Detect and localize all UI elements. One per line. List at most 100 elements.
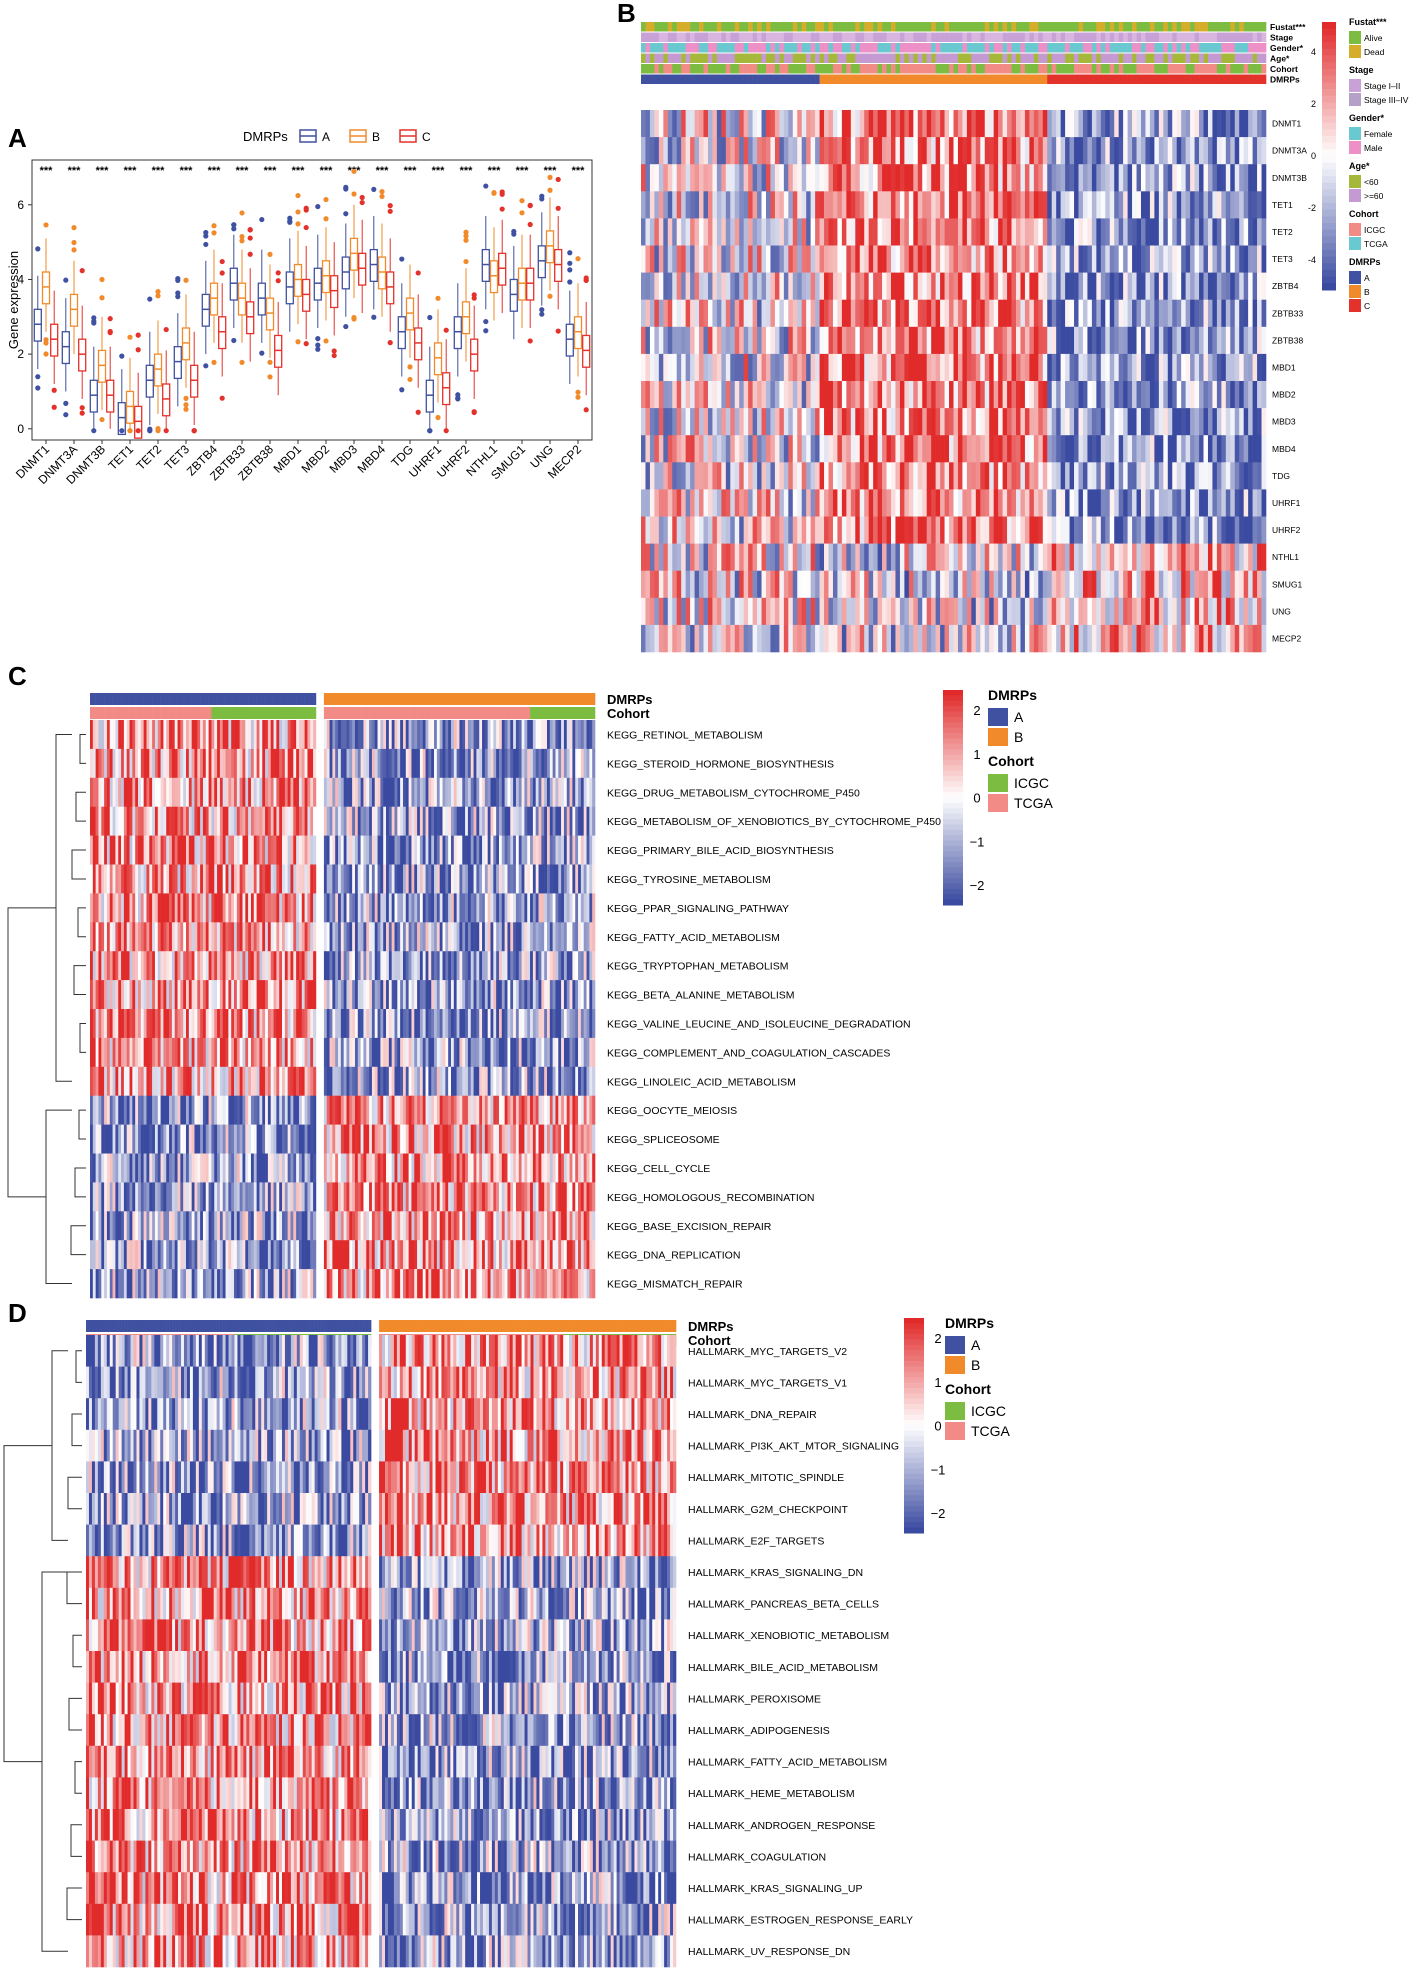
- annotation-cell: [419, 693, 424, 705]
- heat-cell: [121, 806, 125, 836]
- heat-cell: [774, 597, 780, 626]
- heat-cell: [716, 408, 722, 436]
- heat-cell: [806, 272, 811, 300]
- heat-cell: [1136, 164, 1142, 192]
- outlier: [343, 211, 349, 217]
- heat-cell: [998, 381, 1003, 409]
- heat-cell: [1029, 353, 1035, 382]
- heat-cell: [645, 516, 651, 544]
- heat-cell: [984, 624, 990, 653]
- heat-cell: [873, 191, 878, 219]
- heat-cell: [743, 408, 749, 436]
- heat-cell: [90, 922, 94, 952]
- heat-cell: [92, 835, 96, 865]
- annotation-cell: [1020, 53, 1026, 63]
- heat-cell: [895, 191, 901, 219]
- heat-cell: [699, 191, 704, 219]
- heat-cell: [922, 245, 928, 273]
- annotation-cell: [913, 43, 919, 53]
- heat-cell: [112, 1153, 116, 1183]
- heat-cell: [1194, 299, 1200, 328]
- heat-cell: [667, 272, 673, 300]
- annotation-cell: [716, 22, 722, 32]
- annotation-cell: [766, 53, 771, 63]
- heat-cell: [886, 624, 892, 653]
- annotation-cell: [962, 74, 968, 84]
- annotation-cell: [1002, 22, 1008, 32]
- heat-cell: [1141, 597, 1146, 626]
- annotation-cell: [855, 32, 861, 42]
- heat-cell: [944, 245, 950, 273]
- outlier: [323, 216, 329, 222]
- heat-cell: [859, 326, 865, 355]
- heat-cell: [971, 462, 977, 490]
- annotation-cell: [1248, 32, 1253, 42]
- heat-cell: [855, 570, 861, 599]
- annotation-cell: [1011, 74, 1017, 84]
- outlier: [203, 241, 209, 248]
- heat-cell: [1132, 408, 1137, 436]
- heat-cell: [752, 299, 758, 328]
- heat-cell: [873, 543, 878, 571]
- outlier: [43, 351, 49, 357]
- heat-cell: [801, 137, 807, 165]
- heat-cell: [1225, 164, 1231, 192]
- heat-cell: [815, 408, 820, 436]
- heat-cell: [1056, 353, 1061, 382]
- significance-marker: ***: [404, 165, 418, 177]
- box-A-TET3: [173, 275, 182, 407]
- heat-cell: [126, 922, 130, 952]
- annotation-cell: [962, 53, 968, 63]
- heat-cell: [663, 272, 669, 300]
- heat-cell: [935, 543, 941, 571]
- annotation-cell: [360, 707, 364, 719]
- heat-cell: [707, 489, 713, 517]
- heat-cell: [917, 624, 923, 653]
- annotation-cell: [104, 707, 108, 719]
- annotation-cell: [971, 43, 977, 53]
- heat-cell: [1047, 597, 1053, 626]
- heat-cell: [129, 893, 133, 923]
- annotation-cell: [191, 693, 195, 705]
- annotation-cell: [1020, 32, 1026, 42]
- annotation-cell: [975, 74, 981, 84]
- heat-cell: [1100, 489, 1106, 517]
- heat-cell: [855, 462, 861, 490]
- heat-cell: [118, 980, 122, 1010]
- heat-cell: [1181, 570, 1186, 599]
- heat-cell: [1065, 299, 1070, 328]
- annotation-cell: [448, 693, 452, 705]
- heat-cell: [1024, 570, 1030, 599]
- heat-cell: [1149, 516, 1155, 544]
- heat-cell: [1002, 408, 1008, 436]
- heat-cell: [962, 462, 968, 490]
- heat-cell: [1127, 435, 1133, 463]
- heat-cell: [1248, 137, 1253, 165]
- heat-cell: [841, 408, 847, 436]
- heat-cell: [819, 164, 825, 192]
- heat-cell: [891, 272, 896, 300]
- heat-cell: [761, 272, 767, 300]
- heat-cell: [998, 137, 1003, 165]
- heat-cell: [112, 1240, 116, 1270]
- heat-cell: [1123, 543, 1128, 571]
- heat-cell: [797, 489, 803, 517]
- annotation-cell: [886, 64, 892, 74]
- heat-cell: [797, 137, 803, 165]
- heat-cell: [788, 570, 794, 599]
- heat-cell: [712, 299, 718, 328]
- heat-cell: [1047, 137, 1053, 165]
- annotation-cell: [734, 53, 740, 63]
- box: [321, 260, 331, 294]
- heat-cell: [1185, 435, 1191, 463]
- box-C-TET3: [190, 331, 199, 434]
- heat-cell: [1190, 570, 1195, 599]
- heat-cell: [877, 597, 883, 626]
- outlier: [295, 209, 301, 215]
- heat-cell: [685, 543, 691, 571]
- heat-cell: [1239, 164, 1244, 192]
- heat-cell: [1248, 272, 1253, 300]
- box: [425, 379, 434, 413]
- heat-cell: [1167, 543, 1173, 571]
- heat-cell: [1221, 218, 1227, 246]
